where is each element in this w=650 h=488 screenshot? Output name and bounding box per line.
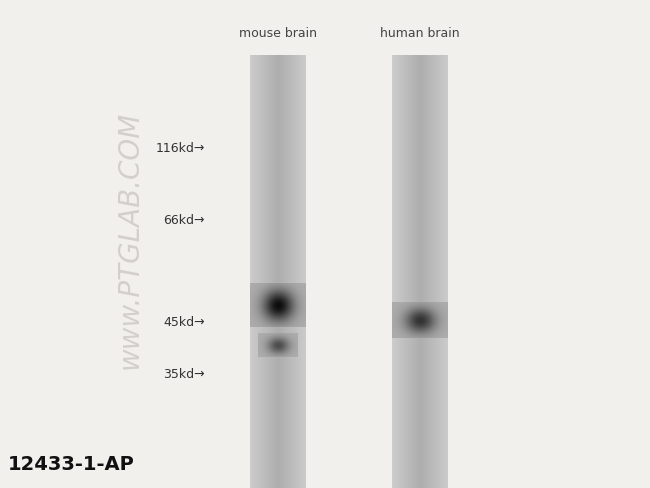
Text: mouse brain: mouse brain bbox=[239, 27, 317, 40]
Text: 45kd→: 45kd→ bbox=[163, 317, 205, 329]
Text: 66kd→: 66kd→ bbox=[164, 214, 205, 226]
Text: 35kd→: 35kd→ bbox=[163, 368, 205, 382]
Text: 116kd→: 116kd→ bbox=[155, 142, 205, 155]
Text: 12433-1-AP: 12433-1-AP bbox=[8, 455, 135, 474]
Text: human brain: human brain bbox=[380, 27, 460, 40]
Text: www.PTGLAB.COM: www.PTGLAB.COM bbox=[116, 111, 144, 369]
